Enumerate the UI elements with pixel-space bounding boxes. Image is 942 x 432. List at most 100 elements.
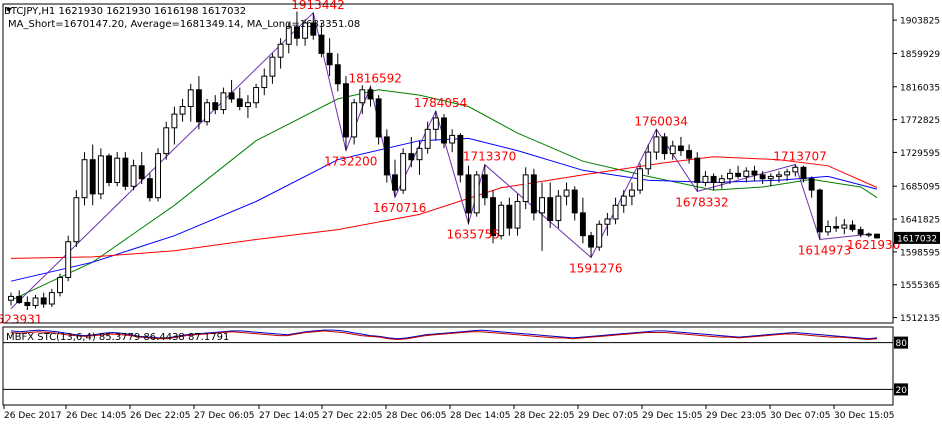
candle	[710, 173, 717, 191]
candle-body-down	[677, 145, 684, 152]
y-tick-label: 1816035	[900, 83, 940, 93]
stc-line-b	[10, 330, 878, 341]
candle	[179, 98, 186, 122]
candle	[236, 87, 243, 111]
candle-body-up	[604, 218, 611, 225]
candle-body-down	[408, 153, 415, 161]
candle	[645, 144, 652, 175]
candle-body-up	[628, 189, 635, 197]
candle	[187, 83, 194, 122]
zigzag-price-label: 1635755	[447, 228, 500, 242]
candle-body-down	[735, 172, 742, 177]
candle-body-down	[138, 165, 145, 180]
candle-body-up	[825, 226, 831, 233]
candle	[792, 164, 799, 177]
candle	[416, 140, 423, 175]
candle-body-up	[596, 223, 603, 248]
candle	[571, 186, 578, 221]
candle	[400, 148, 407, 194]
candle	[285, 22, 292, 54]
candle	[833, 216, 840, 232]
candle	[563, 182, 570, 206]
zigzag-price-label: 1523931	[0, 313, 42, 327]
candle-body-up	[400, 153, 407, 191]
candle-body-down	[751, 170, 758, 176]
candle-body-up	[726, 172, 733, 180]
candle	[669, 140, 676, 160]
candle	[776, 171, 782, 183]
candle	[743, 167, 750, 183]
candle-body-up	[645, 151, 652, 170]
candle	[637, 163, 644, 194]
candle	[122, 152, 129, 191]
stc-level-box	[894, 336, 908, 349]
candle-body-down	[808, 178, 815, 191]
x-tick-label: 26 Dec 22:05	[130, 411, 191, 421]
candle-body-up	[81, 159, 88, 199]
candle	[735, 165, 742, 179]
candle	[530, 168, 537, 221]
candle-body-down	[490, 197, 496, 237]
candle-body-up	[449, 134, 456, 144]
candle-body-up	[743, 170, 750, 177]
candle-body-up	[155, 153, 162, 199]
candle-body-up	[416, 147, 423, 161]
candle-body-up	[97, 155, 104, 195]
candle	[261, 68, 268, 96]
candle-body-down	[89, 159, 96, 195]
candle	[32, 294, 39, 309]
candle-body-down	[816, 189, 823, 233]
candle-body-up	[555, 195, 562, 221]
candle	[857, 226, 864, 238]
candle-body-up	[792, 166, 799, 173]
candle	[367, 86, 374, 107]
candle	[392, 159, 398, 198]
candle	[661, 133, 668, 160]
candle	[375, 95, 382, 145]
y-tick-label: 1903825	[900, 17, 940, 27]
candle-body-down	[865, 233, 872, 236]
candle	[588, 231, 595, 258]
candle	[841, 218, 848, 235]
candle	[8, 292, 14, 306]
candle	[40, 292, 47, 308]
candle-body-down	[857, 229, 864, 235]
candle	[718, 174, 725, 189]
candle	[89, 144, 96, 206]
candle	[277, 38, 284, 69]
y-tick-label: 1685095	[900, 183, 940, 193]
candle	[343, 76, 349, 151]
x-tick-label: 29 Dec 15:05	[642, 411, 703, 421]
candle-body-down	[146, 178, 153, 199]
x-tick-label: 30 Dec 15:05	[834, 411, 895, 421]
y-tick-label: 1859929	[900, 50, 940, 60]
candle	[146, 173, 153, 202]
candle-body-up	[73, 197, 80, 243]
candle	[424, 121, 431, 154]
candle	[163, 121, 170, 160]
zigzag-price-label: 1760034	[634, 114, 687, 128]
candle-body-up	[612, 204, 619, 220]
zigzag-price-label: 1816592	[348, 71, 401, 85]
x-tick-label: 26 Dec 2017	[4, 411, 62, 421]
candle-body-up	[32, 297, 39, 307]
candle-body-up	[473, 174, 480, 214]
candle	[759, 171, 766, 185]
stc-level-label: 80	[896, 339, 908, 349]
candle	[432, 111, 439, 141]
candle-body-up	[432, 117, 439, 130]
candle	[726, 168, 733, 185]
zigzag-price-label: 1784054	[414, 96, 467, 110]
candle-body-up	[514, 200, 521, 229]
candle-body-down	[694, 157, 701, 183]
candle-body-down	[383, 136, 390, 176]
candle-body-down	[40, 297, 47, 305]
y-tick-label: 1641825	[900, 216, 940, 226]
candle-body-down	[16, 295, 23, 303]
candle-body-down	[849, 224, 856, 231]
candle	[318, 22, 325, 58]
candle-body-up	[302, 22, 309, 39]
candle	[751, 165, 758, 181]
